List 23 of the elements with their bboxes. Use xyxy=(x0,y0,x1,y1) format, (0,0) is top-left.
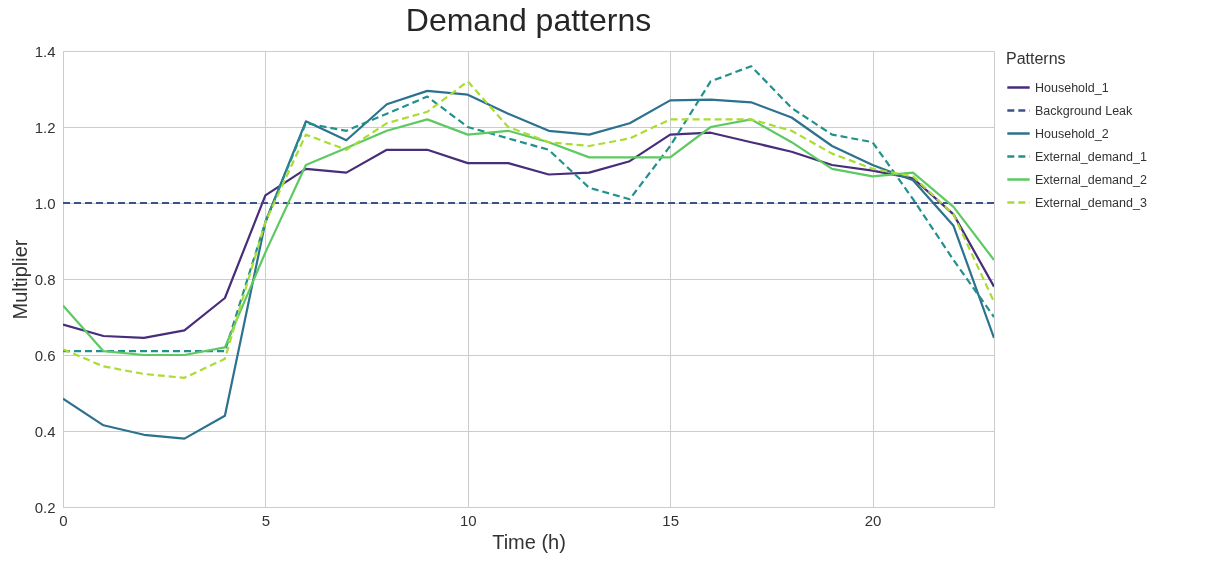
legend-label: External_demand_2 xyxy=(1035,172,1147,187)
y-tick-label: 0.6 xyxy=(34,346,56,364)
chart-title: Demand patterns xyxy=(405,2,652,38)
legend-label: Household_1 xyxy=(1035,80,1109,95)
y-axis-title: Multiplier xyxy=(8,239,31,320)
x-tick-label: 20 xyxy=(864,511,882,529)
y-tick-label: 1.2 xyxy=(34,118,56,136)
legend-label: Household_2 xyxy=(1035,126,1109,141)
x-tick-label: 5 xyxy=(261,511,271,529)
y-tick-label: 0.4 xyxy=(34,422,56,440)
x-tick-label: 10 xyxy=(459,511,477,529)
line-series xyxy=(63,89,994,440)
y-tick-label: 0.2 xyxy=(34,498,56,516)
x-tick-label: 15 xyxy=(662,511,680,529)
legend-label: External_demand_1 xyxy=(1035,149,1147,164)
x-tick-label: 0 xyxy=(59,511,68,529)
y-tick-label: 1.0 xyxy=(34,194,56,212)
legend-label: External_demand_3 xyxy=(1035,195,1147,210)
legend-label: Background Leak xyxy=(1035,103,1134,118)
legend-title: Patterns xyxy=(1006,50,1066,67)
y-tick-label: 1.4 xyxy=(34,42,56,60)
x-axis-title: Time (h) xyxy=(492,530,566,553)
y-tick-label: 0.8 xyxy=(34,270,56,288)
